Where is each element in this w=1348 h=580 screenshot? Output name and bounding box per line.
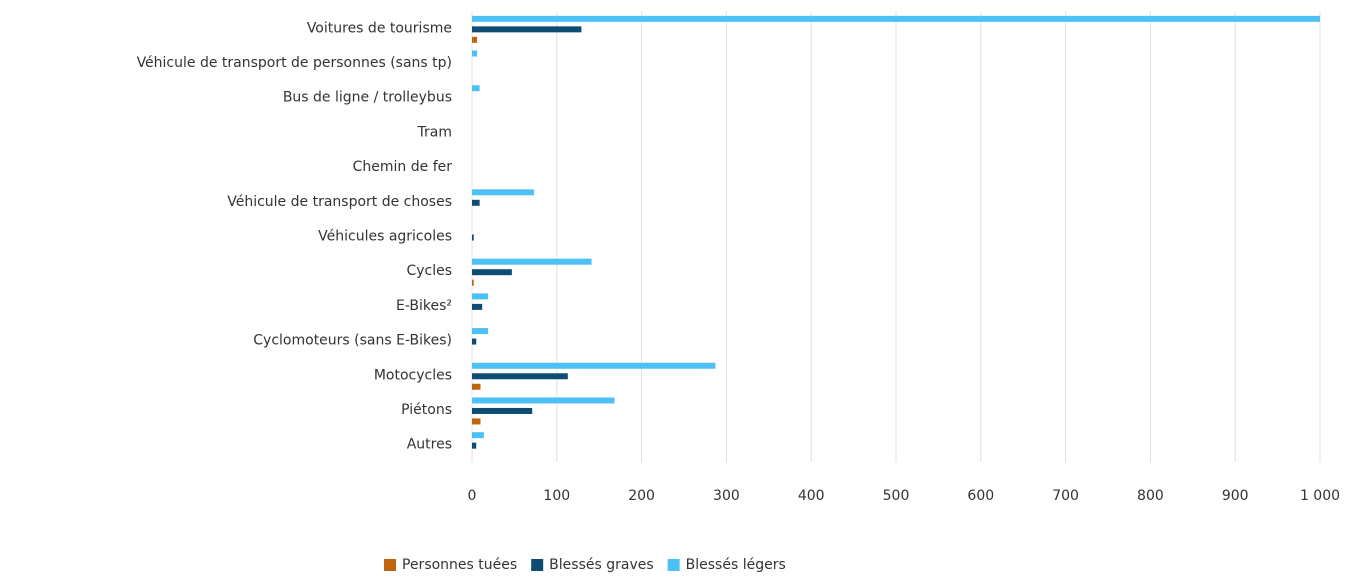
bar: [472, 269, 512, 276]
y-tick-label: Tram: [417, 124, 452, 140]
y-tick-label: Cyclomoteurs (sans E-Bikes): [253, 333, 452, 349]
bar: [472, 418, 481, 425]
y-tick-label: Chemin de fer: [353, 159, 453, 175]
bar: [472, 234, 474, 241]
bar: [472, 50, 478, 57]
legend-swatch: [384, 559, 396, 571]
bar: [472, 26, 582, 33]
legend-swatch: [531, 559, 544, 571]
bar: [472, 279, 474, 286]
y-tick-label: Voitures de tourisme: [307, 20, 452, 36]
x-tick-label: 200: [628, 488, 655, 504]
x-tick-label: 400: [798, 488, 825, 504]
bar: [472, 189, 534, 196]
x-tick-label: 100: [543, 488, 570, 504]
y-tick-label: Motocycles: [374, 367, 452, 383]
bar: [472, 432, 484, 439]
x-tick-label: 700: [1052, 488, 1079, 504]
y-tick-label: Véhicule de transport de choses: [227, 194, 452, 210]
y-tick-label: Piétons: [401, 402, 452, 418]
y-tick-label: Véhicule de transport de personnes (sans…: [137, 55, 452, 71]
bar: [472, 383, 481, 390]
bar: [472, 85, 480, 92]
bar: [472, 407, 533, 414]
x-tick-label: 500: [883, 488, 910, 504]
legend-swatch: [667, 559, 680, 571]
x-tick-label: 800: [1137, 488, 1164, 504]
y-tick-label: Véhicules agricoles: [318, 229, 452, 245]
bar: [472, 36, 478, 43]
y-tick-label: E-Bikes²: [396, 298, 452, 314]
x-tick-label: 0: [468, 488, 477, 504]
legend-label: Personnes tuées: [402, 557, 517, 573]
legend-label: Blessés légers: [686, 557, 786, 573]
y-tick-label: Bus de ligne / trolleybus: [283, 90, 452, 106]
bar: [472, 258, 592, 265]
bar: [472, 328, 489, 335]
bar: [472, 199, 480, 206]
x-tick-label: 300: [713, 488, 740, 504]
x-tick-label: 600: [967, 488, 994, 504]
bar: [472, 373, 568, 380]
x-tick-label: 900: [1222, 488, 1249, 504]
bar: [472, 293, 489, 300]
x-tick-label: 1 000: [1300, 488, 1340, 504]
bar: [472, 362, 716, 369]
legend-label: Blessés graves: [549, 557, 653, 573]
y-tick-label: Autres: [407, 437, 452, 453]
bar: [472, 338, 477, 345]
bar: [472, 303, 483, 310]
bar: [472, 442, 477, 449]
y-tick-label: Cycles: [406, 263, 452, 279]
bar: [472, 397, 615, 404]
bar: [472, 15, 1320, 22]
